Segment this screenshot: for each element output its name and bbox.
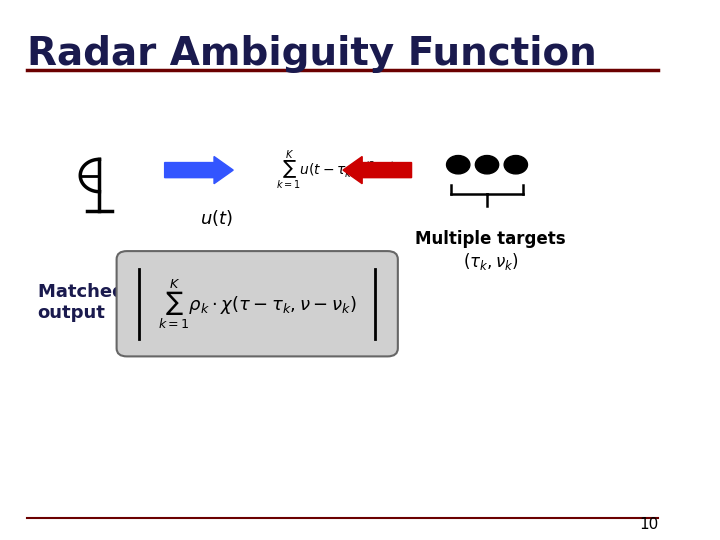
Text: Radar Ambiguity Function: Radar Ambiguity Function [27,35,597,73]
Circle shape [475,156,499,174]
Circle shape [446,156,470,174]
Text: Matched filter
output: Matched filter output [37,283,181,322]
Text: $\sum_{k=1}^{K} \rho_k \cdot \chi(\tau - \tau_k, \nu - \nu_k)$: $\sum_{k=1}^{K} \rho_k \cdot \chi(\tau -… [158,277,356,330]
FancyArrow shape [343,157,412,184]
FancyArrow shape [165,157,233,184]
Text: Multiple targets
$(\tau_k, \nu_k)$: Multiple targets $(\tau_k, \nu_k)$ [415,230,566,272]
FancyBboxPatch shape [117,251,398,356]
Text: 10: 10 [639,517,659,532]
Text: $u(t)$: $u(t)$ [199,208,233,228]
Circle shape [504,156,528,174]
Text: $\sum_{k=1}^{K} u(t-\tau_k)e^{j2\pi\nu_k t}$: $\sum_{k=1}^{K} u(t-\tau_k)e^{j2\pi\nu_k… [276,148,396,192]
